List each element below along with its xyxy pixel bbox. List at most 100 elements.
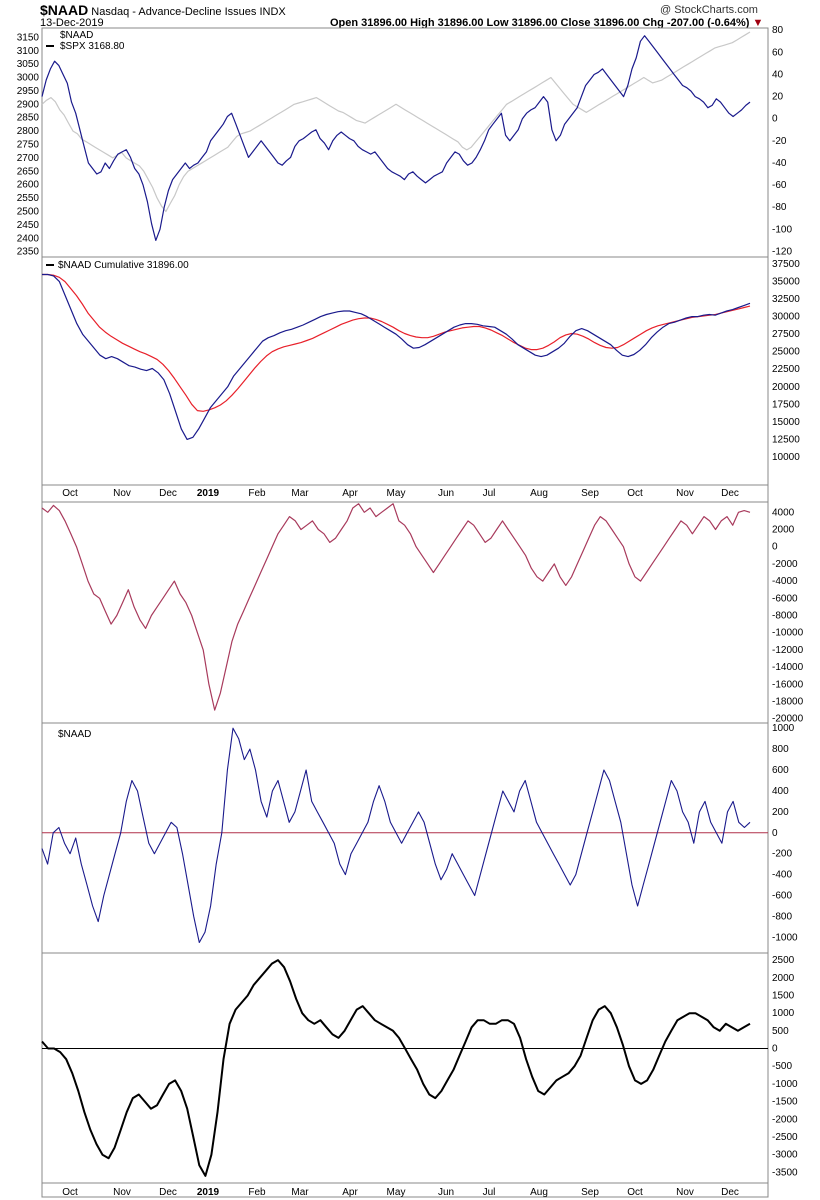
y-tick-label-right: -800 [772, 911, 792, 922]
legend-naad: $NAAD [60, 30, 93, 41]
quote-bar: Open 31896.00 High 31896.00 Low 31896.00… [330, 17, 763, 29]
cumulative-line [42, 273, 751, 440]
x-tick-label: Nov [113, 1187, 131, 1198]
legend-naad-daily: $NAAD [58, 729, 91, 740]
symbol: $NAAD [40, 2, 89, 18]
y-tick-label-right: -40 [772, 158, 787, 169]
y-tick-label-right: 30000 [772, 312, 800, 323]
y-tick-label-right: -3500 [772, 1167, 798, 1178]
spx-line [41, 31, 751, 213]
panel-frame [41, 256, 769, 486]
y-tick-label-right: -200 [772, 849, 792, 860]
y-tick-label-right: -600 [772, 891, 792, 902]
x-tick-label: Mar [291, 488, 309, 499]
y-tick-label-right: 20 [772, 92, 784, 103]
y-tick-label-right: -400 [772, 870, 792, 881]
y-tick-label-right: -6000 [772, 593, 798, 604]
y-tick-label-right: -20 [772, 136, 787, 147]
x-tick-label: Dec [721, 488, 739, 499]
y-tick-label-right: 1000 [772, 1008, 795, 1019]
x-tick-label: Nov [676, 1187, 694, 1198]
y-tick-label-right: 2000 [772, 525, 795, 536]
panel-frame [41, 501, 769, 724]
y-tick-label-left: 2950 [17, 86, 40, 97]
y-tick-label-right: -2000 [772, 1114, 798, 1125]
y-tick-label-right: 2000 [772, 973, 795, 984]
x-tick-label: Aug [530, 488, 548, 499]
y-tick-label-right: -4000 [772, 576, 798, 587]
y-tick-label-left: 2800 [17, 126, 40, 137]
legend-spx: $SPX 3168.80 [60, 41, 125, 52]
change-arrow-icon: ▼ [752, 17, 764, 29]
y-tick-label-right: 500 [772, 1026, 789, 1037]
y-tick-label-right: -1000 [772, 1079, 798, 1090]
y-tick-label-right: 600 [772, 765, 789, 776]
x-tick-label: Apr [342, 488, 358, 499]
x-tick-label: Feb [248, 1187, 266, 1198]
y-tick-label-right: 35000 [772, 277, 800, 288]
x-tick-label: Jul [483, 1187, 496, 1198]
x-tick-label: 2019 [197, 488, 220, 499]
y-tick-label-right: 0 [772, 542, 778, 553]
y-tick-label-right: -3000 [772, 1150, 798, 1161]
y-tick-label-left: 2650 [17, 166, 40, 177]
y-tick-label-right: -100 [772, 224, 792, 235]
x-tick-label: Dec [159, 1187, 177, 1198]
y-tick-label-right: 22500 [772, 364, 800, 375]
quote-text: Open 31896.00 High 31896.00 Low 31896.00… [330, 17, 750, 29]
x-tick-label: Jun [438, 1187, 454, 1198]
y-tick-label-right: 12500 [772, 434, 800, 445]
y-tick-label-right: -80 [772, 202, 787, 213]
watermark: @ StockCharts.com [660, 4, 758, 16]
y-tick-label-right: 0 [772, 828, 778, 839]
y-tick-label-right: 40 [772, 69, 784, 80]
y-tick-label-right: -500 [772, 1061, 792, 1072]
y-tick-label-right: -12000 [772, 645, 804, 656]
y-tick-label-right: -16000 [772, 679, 804, 690]
x-tick-label: Apr [342, 1187, 358, 1198]
x-tick-label: Feb [248, 488, 266, 499]
y-tick-label-left: 2350 [17, 247, 40, 258]
y-tick-label-right: 10000 [772, 452, 800, 463]
y-tick-label-left: 2550 [17, 193, 40, 204]
x-tick-label: Oct [62, 1187, 78, 1198]
y-tick-label-right: -20000 [772, 714, 804, 725]
y-tick-label-right: 400 [772, 786, 789, 797]
x-tick-label: May [387, 1187, 406, 1198]
x-axis-strip [41, 1182, 769, 1198]
y-tick-label-left: 3050 [17, 59, 40, 70]
y-tick-label-right: 27500 [772, 329, 800, 340]
y-tick-label-right: 37500 [772, 259, 800, 270]
x-tick-label: Nov [676, 488, 694, 499]
y-tick-label-left: 2900 [17, 99, 40, 110]
y-tick-label-left: 3000 [17, 73, 40, 84]
y-tick-label-right: 800 [772, 744, 789, 755]
y-tick-label-right: 2500 [772, 955, 795, 966]
x-tick-label: May [387, 488, 406, 499]
y-tick-label-right: 80 [772, 25, 784, 36]
y-tick-label-right: -14000 [772, 662, 804, 673]
y-tick-label-right: 200 [772, 807, 789, 818]
y-tick-label-right: -10000 [772, 628, 804, 639]
y-tick-label-right: -8000 [772, 611, 798, 622]
y-tick-label-right: 1500 [772, 990, 795, 1001]
x-tick-label: Sep [581, 488, 599, 499]
y-tick-label-left: 3100 [17, 46, 40, 57]
y-tick-label-left: 2700 [17, 153, 40, 164]
date: 13-Dec-2019 [40, 17, 104, 29]
naad-line [41, 35, 751, 241]
x-tick-label: Oct [627, 488, 643, 499]
x-tick-label: Oct [627, 1187, 643, 1198]
y-tick-label-right: -120 [772, 246, 792, 257]
x-tick-label: Dec [721, 1187, 739, 1198]
y-tick-label-right: 4000 [772, 507, 795, 518]
ma-line [42, 273, 751, 412]
y-tick-label-right: -2000 [772, 559, 798, 570]
oscillator2-line [41, 959, 751, 1177]
y-tick-label-left: 2400 [17, 233, 40, 244]
x-tick-label: Jul [483, 488, 496, 499]
y-tick-label-left: 2750 [17, 140, 40, 151]
y-tick-label-right: 1000 [772, 723, 795, 734]
